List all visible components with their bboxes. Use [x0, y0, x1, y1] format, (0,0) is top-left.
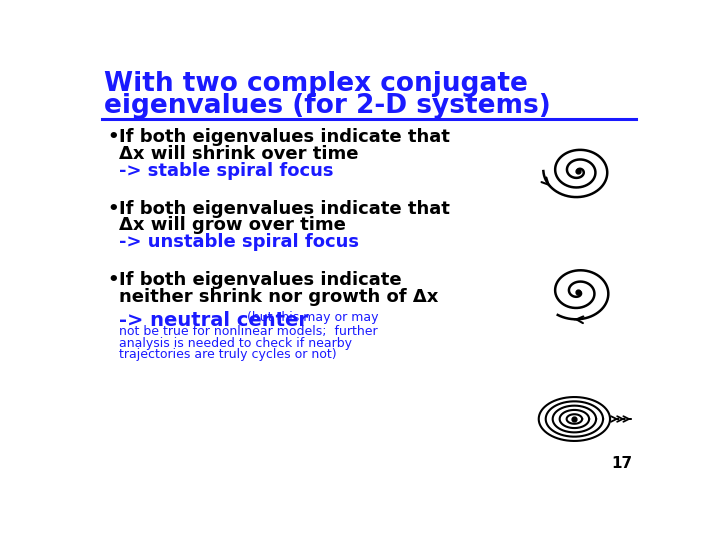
Text: Δx will shrink over time: Δx will shrink over time [120, 145, 359, 163]
Text: Δx will grow over time: Δx will grow over time [120, 217, 346, 234]
Text: neither shrink nor growth of Δx: neither shrink nor growth of Δx [120, 288, 438, 306]
Text: 17: 17 [611, 456, 632, 471]
Text: -> stable spiral focus: -> stable spiral focus [120, 162, 334, 180]
Text: trajectories are truly cycles or not): trajectories are truly cycles or not) [120, 348, 337, 361]
Text: analysis is needed to check if nearby: analysis is needed to check if nearby [120, 336, 353, 349]
Text: eigenvalues (for 2-D systems): eigenvalues (for 2-D systems) [104, 92, 551, 118]
Text: -> neutral center: -> neutral center [120, 311, 308, 330]
Text: If both eigenvalues indicate that: If both eigenvalues indicate that [120, 200, 450, 218]
Text: -> unstable spiral focus: -> unstable spiral focus [120, 233, 359, 252]
Text: •: • [107, 271, 119, 289]
Text: •: • [107, 128, 119, 146]
Text: With two complex conjugate: With two complex conjugate [104, 71, 528, 97]
Text: If both eigenvalues indicate that: If both eigenvalues indicate that [120, 128, 450, 146]
Text: not be true for nonlinear models;  further: not be true for nonlinear models; furthe… [120, 325, 378, 338]
Text: •: • [107, 200, 119, 218]
Text: (but this may or may: (but this may or may [243, 311, 379, 324]
Text: If both eigenvalues indicate: If both eigenvalues indicate [120, 271, 402, 289]
